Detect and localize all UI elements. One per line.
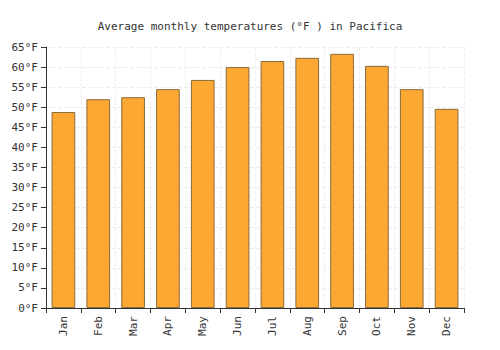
- svg-text:Oct: Oct: [370, 316, 383, 336]
- svg-text:65°F: 65°F: [12, 41, 39, 54]
- svg-text:Feb: Feb: [92, 316, 105, 336]
- svg-text:5°F: 5°F: [18, 281, 38, 294]
- svg-text:60°F: 60°F: [12, 61, 39, 74]
- svg-text:15°F: 15°F: [12, 241, 39, 254]
- svg-text:Nov: Nov: [405, 316, 418, 336]
- svg-text:35°F: 35°F: [12, 161, 39, 174]
- svg-text:30°F: 30°F: [12, 181, 39, 194]
- svg-text:Dec: Dec: [440, 316, 453, 336]
- svg-text:May: May: [196, 316, 209, 336]
- svg-text:Average monthly temperatures (: Average monthly temperatures (°F ) in Pa…: [98, 20, 403, 33]
- svg-text:Jan: Jan: [57, 316, 70, 336]
- svg-text:Jun: Jun: [231, 316, 244, 336]
- svg-text:40°F: 40°F: [12, 141, 39, 154]
- svg-text:50°F: 50°F: [12, 101, 39, 114]
- svg-text:25°F: 25°F: [12, 201, 39, 214]
- svg-text:Mar: Mar: [127, 316, 140, 336]
- svg-text:45°F: 45°F: [12, 121, 39, 134]
- svg-text:20°F: 20°F: [12, 221, 39, 234]
- svg-text:10°F: 10°F: [12, 261, 39, 274]
- svg-text:Apr: Apr: [161, 316, 174, 336]
- svg-text:55°F: 55°F: [12, 81, 39, 94]
- svg-text:Jul: Jul: [266, 316, 279, 336]
- svg-text:Sep: Sep: [336, 316, 349, 336]
- svg-text:Aug: Aug: [301, 316, 314, 336]
- svg-text:0°F: 0°F: [18, 302, 38, 315]
